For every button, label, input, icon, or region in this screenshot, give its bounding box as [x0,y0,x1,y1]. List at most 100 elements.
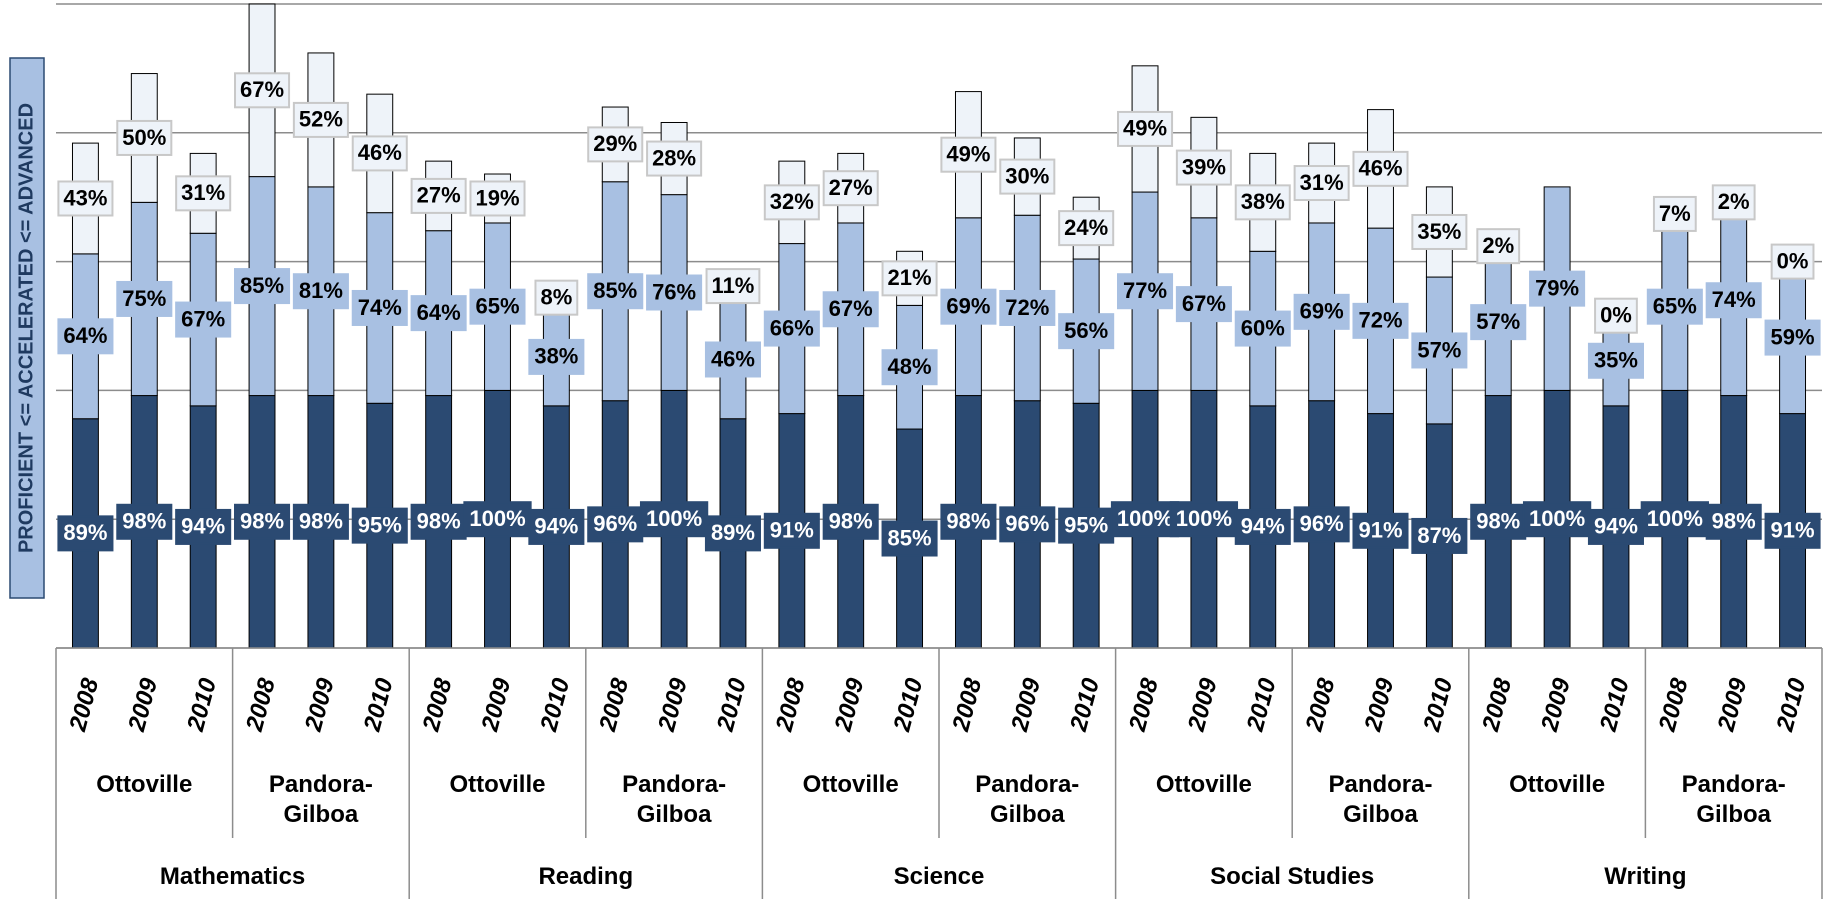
data-label: 98% [292,503,349,540]
data-label-text: 35% [1594,348,1638,373]
data-label-box [1411,517,1468,554]
data-label: 96% [587,506,644,543]
data-label-box [116,280,173,317]
data-label-box [1058,507,1115,544]
data-label-text: 64% [63,323,107,348]
data-label: 75% [116,280,173,317]
data-label: 98% [1705,503,1762,540]
data-label-text: 11% [712,273,755,298]
data-label: 48% [881,349,938,386]
data-label-box [940,288,997,325]
x-tick-label: 2010 [1771,675,1811,735]
data-label: 89% [57,515,114,552]
data-label-text: 100% [1529,506,1585,531]
data-label-text: 98% [299,509,343,534]
data-label-box [469,288,526,325]
data-label-text: 96% [1300,511,1344,536]
data-label-box [351,289,408,326]
data-label-text: 98% [417,509,461,534]
data-label-text: 69% [1300,299,1344,324]
school-label: Ottoville [449,771,546,798]
data-label: 27% [410,177,467,214]
data-label: 85% [587,273,644,310]
data-label: 19% [469,180,526,217]
data-label-box [940,136,997,173]
school-label: Ottoville [802,771,899,798]
data-label-text: 0% [1600,303,1632,328]
data-label-text: 98% [1712,509,1756,534]
data-label: 91% [1764,512,1821,549]
school-label-wrap: Ottoville [1509,771,1605,798]
data-label-box [1764,512,1821,549]
data-label: 67% [175,301,232,338]
subject-label-wrap: Writing [1604,863,1686,890]
data-label-box [999,506,1056,543]
data-label-text: 7% [1659,201,1691,226]
data-label-box [1058,210,1115,247]
data-label-box [175,301,232,338]
data-label-text: 98% [829,509,873,534]
data-label-text: 69% [946,293,990,318]
data-label-text: 50% [122,125,166,150]
data-label-box [1293,506,1350,543]
data-label-box [1058,313,1115,350]
data-label-box [1646,288,1703,325]
x-tick-label: 2008 [64,675,104,735]
data-label: 100% [639,501,709,538]
data-label-box [1770,243,1815,280]
data-label-text: 2% [1482,233,1514,258]
x-tick-label: 2010 [1418,675,1458,735]
data-label: 95% [351,507,408,544]
data-label-box [763,512,820,549]
data-label-box [881,260,938,297]
data-label-box [292,503,349,540]
data-label-text: 38% [1241,189,1285,214]
school-label-wrap: Ottoville [96,771,192,798]
data-label-box [57,515,114,552]
data-label-text: 89% [711,520,755,545]
data-label-text: 46% [358,140,402,165]
x-tick-label: 2009 [1536,675,1576,735]
data-label-text: 81% [299,278,343,303]
data-label-box [116,119,173,156]
data-label-box [763,310,820,347]
subject-label-wrap: Reading [538,863,633,890]
data-label-text: 65% [475,293,519,318]
data-label-box [534,279,579,316]
data-label: 7% [1652,195,1697,232]
subject-label: Mathematics [159,863,306,890]
data-label-box [940,503,997,540]
data-label-box [822,503,879,540]
data-label-text: 87% [1417,523,1461,548]
data-label: 66% [763,310,820,347]
data-label-text: 24% [1064,215,1108,240]
subject-label-wrap: Mathematics [159,863,306,890]
data-label-text: 57% [1476,309,1520,334]
data-label-box [351,135,408,172]
data-label-box [822,170,879,207]
data-label-text: 89% [63,520,107,545]
data-label: 72% [1352,302,1409,339]
data-label-text: 77% [1123,278,1167,303]
data-label-text: 85% [593,278,637,303]
data-label-text: 38% [534,344,578,369]
data-label-text: 31% [1300,170,1344,195]
x-tick-label: 2010 [182,675,222,735]
data-label-text: 98% [1476,509,1520,534]
data-label-box [1352,302,1409,339]
data-label: 24% [1058,210,1115,247]
data-label-box [1234,508,1291,545]
data-label-box [1411,213,1468,250]
data-label-box [410,295,467,332]
school-label: Pandora-Gilboa [1681,771,1786,828]
data-label: 2% [1711,184,1756,221]
data-label: 96% [1293,506,1350,543]
x-tick-label: 2009 [1183,675,1223,735]
data-label-text: 29% [593,131,637,156]
data-label: 65% [1646,288,1703,325]
data-label-box [234,268,291,305]
data-label: 94% [1234,508,1291,545]
data-label: 69% [940,288,997,325]
data-label-text: 57% [1417,337,1461,362]
x-tick-label: 2010 [1241,675,1281,735]
